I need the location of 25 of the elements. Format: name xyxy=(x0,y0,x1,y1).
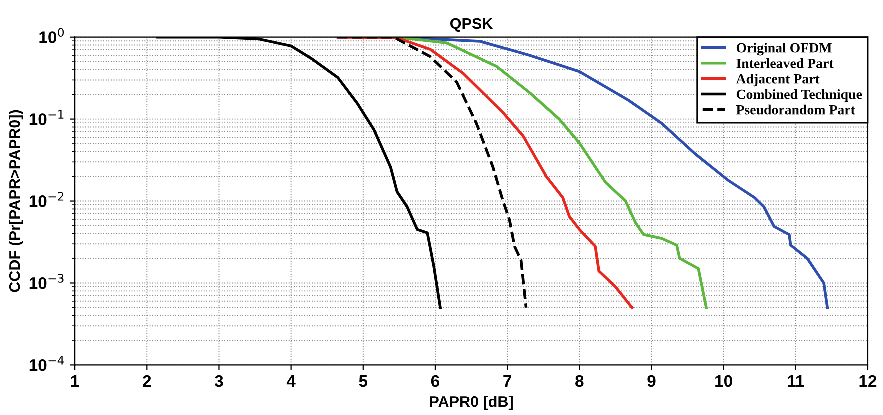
x-tick-label: 12 xyxy=(860,375,877,387)
legend-label: Pseudorandom Part xyxy=(736,104,856,115)
y-tick-label: 10$^{−3}$ xyxy=(30,274,64,290)
y-axis-title: CCDF (Pr[PAPR>PAPR0]) xyxy=(9,110,24,292)
legend-label: Original OFDM xyxy=(736,42,832,56)
x-tick-label: 8 xyxy=(576,375,584,388)
x-tick-label: 2 xyxy=(143,375,152,387)
x-tick-label: 6 xyxy=(431,375,440,388)
x-tick-label: 3 xyxy=(214,375,224,388)
chart-title: QPSK xyxy=(450,18,494,32)
y-tick-label: 10$^{−4}$ xyxy=(30,356,64,372)
y-tick-label: 10$^{−1}$ xyxy=(30,110,64,126)
x-tick-label: 11 xyxy=(788,376,804,387)
x-axis-title: PAPR0 [dB] xyxy=(430,396,513,410)
x-tick-label: 4 xyxy=(286,376,296,387)
y-tick-label: 10$^{−2}$ xyxy=(30,192,64,208)
x-tick-label: 10 xyxy=(716,375,732,388)
y-tick-label: 10$^{0}$ xyxy=(40,28,64,44)
legend-label: Interleaved Part xyxy=(736,58,834,68)
legend-label: Combined Technique xyxy=(736,89,862,102)
legend-label: Adjacent Part xyxy=(736,74,820,87)
x-tick-label: 7 xyxy=(504,376,512,387)
x-tick-label: 5 xyxy=(359,376,368,388)
x-tick-label: 9 xyxy=(648,375,656,388)
x-tick-label: 1 xyxy=(71,376,80,387)
